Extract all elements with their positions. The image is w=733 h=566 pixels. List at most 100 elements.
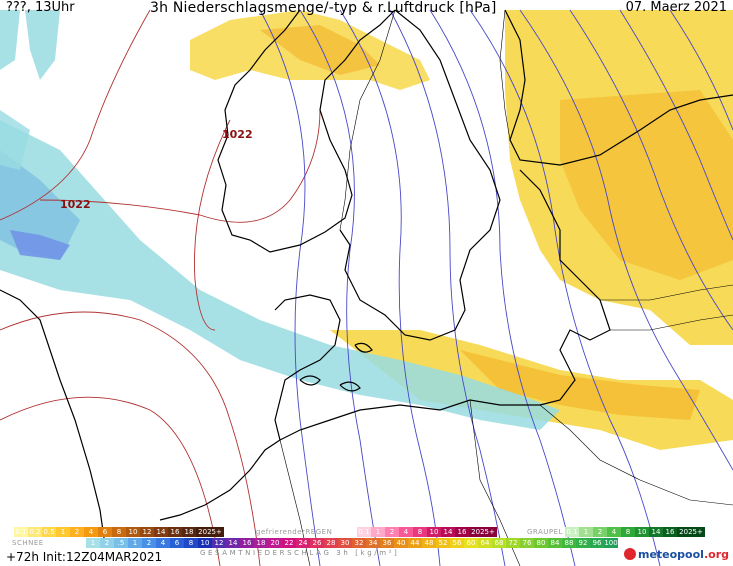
graupel-scale-cell: 10 [635,527,649,537]
graupel-scale-cell: 2025+ [677,527,705,537]
isobar-blue-5 [429,9,576,566]
brand[interactable]: meteopool.org [623,548,729,561]
freezing-rain-scale: 0.1 1 2 4 8 10 14 16 2025+ [357,527,497,537]
snow-band [0,120,560,430]
snow-scale-cell: 14 [226,538,240,548]
snow-scale-cell: 1 [128,538,142,548]
graupel-scale-cell: 8 [621,527,635,537]
snow-scale-cell: 2 [100,538,114,548]
snow-scale-cell: 72 [506,538,520,548]
freezing-rain-scale-cell: 16 [455,527,469,537]
rain-scale-cell: 0.1 [14,527,28,537]
brand-suffix: .org [703,548,729,561]
snow-scale-cell: 10 [198,538,212,548]
isobar-blue-4 [389,9,506,566]
isobar-label: 1022 [60,198,91,211]
snow-scale-cell: .5 [114,538,128,548]
snow-scale: 1 2.5 1 2 4 6 8 10 12 14 16 18 20 22 24 26 28 30 32 34 36 40 4… [86,538,618,548]
snow-scale-cell: 6 [170,538,184,548]
snow-scale-cell: 30 [338,538,352,548]
snow-scale-cell: 76 [520,538,534,548]
snow-west-mid [0,110,30,170]
freezing-rain-scale-cell: 10 [427,527,441,537]
border-germany-poland [469,399,521,566]
isobar-blue-8 [569,9,733,331]
coast-sweden [339,9,501,341]
isobar-blue-9 [619,9,733,241]
valid-date: 07. Maerz 2021 [625,0,727,15]
snow-scale-cell: 4 [156,538,170,548]
snow-west-corner [0,10,20,70]
freezing-rain-scale-cell: 2 [385,527,399,537]
border-sweden-finland [499,9,511,141]
rain-scale-cell: 1 [56,527,70,537]
freezing-rain-scale-cell: 2025+ [469,527,497,537]
snow-scale-cell: 84 [548,538,562,548]
snow-scale-cell: 92 [576,538,590,548]
snow-scale-cell: 32 [352,538,366,548]
freezing-rain-scale-cell: 14 [441,527,455,537]
rain-scale-cell: 16 [168,527,182,537]
graupel-scale-cell: 4 [607,527,621,537]
isobar-blue-1 [259,9,321,566]
rain-scale-cell: 4 [84,527,98,537]
run-label: ???, 13Uhr [6,0,75,15]
snow-scale-cell: 96 [590,538,604,548]
graupel-scale-cell: 16 [663,527,677,537]
rain-scale-cell: 2025+ [196,527,224,537]
snow-scale-cell: 44 [408,538,422,548]
init-label: +72h Init:12Z04MAR2021 [6,550,163,564]
snow-scale-cell: 56 [450,538,464,548]
coast-germany [279,399,540,441]
map-title: 3h Niederschlagsmenge/-typ & r.Luftdruck… [150,0,497,16]
snow-scale-cell: 68 [492,538,506,548]
snow-scale-cell: 88 [562,538,576,548]
snow-scale-cell: 60 [464,538,478,548]
graupel-scale-cell: 0.1 [565,527,579,537]
border-norway-sweden [339,9,396,231]
graupel-scale-cell: 1 [579,527,593,537]
snow-scale-cell: 34 [366,538,380,548]
rain-scale-cell: 10 [126,527,140,537]
coast-islands [299,342,373,392]
isobar-blue-3 [339,9,441,566]
brand-name: meteopool [637,548,704,561]
isobar-red-4 [0,9,151,221]
graupel-scale-cell: 14 [649,527,663,537]
rain-scale-cell: 6 [98,527,112,537]
border-poland [539,404,733,506]
legend-row-bottom: SCHNEE 1 2.5 1 2 4 6 8 10 12 14 16 18 20 22 24 26 28 30 32… [0,538,733,548]
snow-scale-cell: 80 [534,538,548,548]
coast-norway [217,9,396,253]
coast-netherlands [159,439,281,521]
isobar-label: 1022 [222,128,253,141]
legend-row-top: 0.1 0.2 0.5 1 2 4 6 8 10 12 14 16 18 2025+ gefrierend… [0,527,733,537]
snow-scale-cell: 1 [86,538,100,548]
freezing-rain-scale-cell: 4 [399,527,413,537]
freezing-rain-label: gefrierenderREGEN [256,528,333,536]
snow-scale-cell: 52 [436,538,450,548]
rain-scale-cell: 14 [154,527,168,537]
isobar-blue-2 [299,9,381,566]
precip-baltic-core [460,350,700,420]
coast-denmark [274,294,341,441]
snow-scale-cell: 8 [184,538,198,548]
brand-logo-icon [623,548,636,560]
rain-scale-cell: 8 [112,527,126,537]
rain-scale-cell: 12 [140,527,154,537]
snow-scale-cell: 48 [422,538,436,548]
snow-scale-cell: 100 [604,538,618,548]
isobar-red-2 [0,311,261,566]
graupel-scale-cell: 2 [593,527,607,537]
snow-deep [10,230,70,260]
rain-scale: 0.1 0.2 0.5 1 2 4 6 8 10 12 14 16 18 2025+ [14,527,224,537]
total-precip-label: GESAMTNIEDERSCHLAG 3h [kg/m²] [200,549,400,557]
snow-scale-cell: 24 [296,538,310,548]
isobar-blue-10 [669,9,733,131]
isobar-red-1 [39,109,321,223]
rain-scale-cell: 0.2 [28,527,42,537]
snow-scale-cell: 36 [380,538,394,548]
snow-scale-cell: 40 [394,538,408,548]
border-baltics [600,284,733,331]
